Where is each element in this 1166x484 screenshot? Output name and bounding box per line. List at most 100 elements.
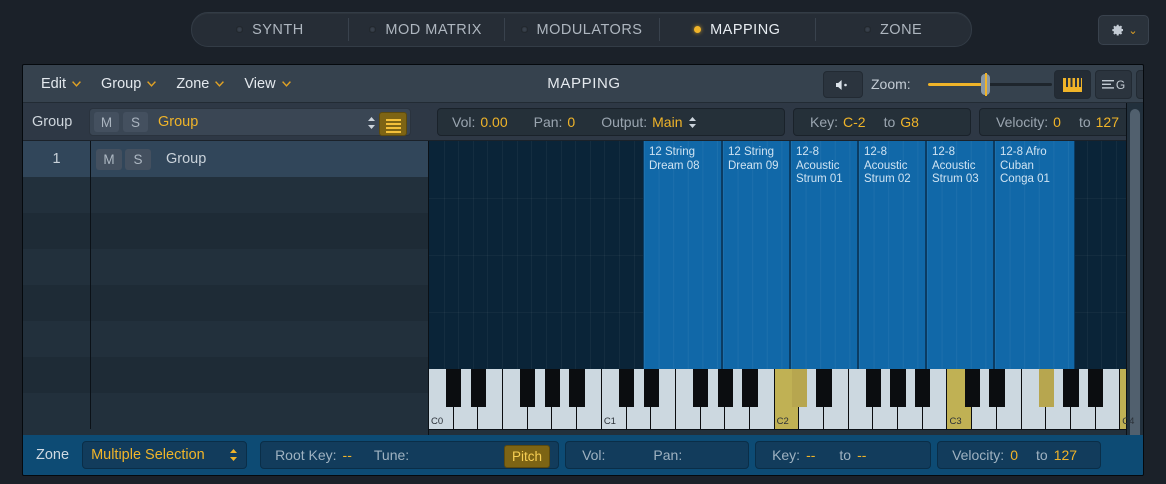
group-mix-params[interactable]: Vol: 0.00 Pan: 0 Output: Main bbox=[437, 108, 785, 136]
group-pan-value[interactable]: 0 bbox=[567, 114, 576, 130]
group-solo-button[interactable]: S bbox=[123, 112, 148, 132]
piano-black-key[interactable] bbox=[692, 369, 709, 407]
piano-black-key[interactable] bbox=[890, 369, 906, 407]
zone-velocity-range[interactable]: Velocity: 0 to 127 bbox=[937, 441, 1102, 469]
group-list-empty-row[interactable] bbox=[23, 321, 428, 357]
group-selector[interactable]: M S Group bbox=[89, 108, 411, 136]
zone-rect[interactable]: 12 String Dream 09 bbox=[722, 141, 790, 369]
group-row-body-empty[interactable] bbox=[91, 177, 428, 213]
zone-key-low[interactable]: Key: -- bbox=[772, 447, 815, 463]
piano-black-key[interactable] bbox=[446, 369, 462, 407]
piano-black-key[interactable] bbox=[964, 369, 980, 407]
zone-key-low-value[interactable]: -- bbox=[806, 447, 816, 463]
zone-grid[interactable]: 12 String Dream 08 12 String Dream 09 12-8… bbox=[429, 141, 1143, 435]
zone-velocity-high-value[interactable]: 127 bbox=[1053, 447, 1078, 463]
settings-button[interactable]: ⌄ bbox=[1098, 15, 1149, 45]
piano-black-key[interactable] bbox=[1038, 369, 1054, 407]
tab-mod-matrix[interactable]: MOD MATRIX bbox=[347, 13, 504, 46]
zone-root-key[interactable]: Root Key: -- bbox=[275, 447, 352, 463]
group-row-body-empty[interactable] bbox=[91, 213, 428, 249]
zone-tune[interactable]: Tune: bbox=[374, 447, 409, 463]
piano-black-key[interactable] bbox=[1087, 369, 1104, 407]
group-output[interactable]: Output: Main bbox=[601, 114, 696, 130]
piano-black-key[interactable] bbox=[816, 369, 832, 407]
group-velocity-low-value[interactable]: 0 bbox=[1053, 114, 1061, 130]
group-row-body-empty[interactable] bbox=[91, 249, 428, 285]
zone-key-high-value[interactable]: -- bbox=[857, 447, 867, 463]
group-row-name[interactable]: Group bbox=[166, 151, 207, 167]
group-list-row[interactable]: 1 M S Group bbox=[23, 141, 428, 177]
group-row-body[interactable]: M S Group bbox=[91, 141, 428, 177]
piano-black-key[interactable] bbox=[742, 369, 758, 407]
group-list-empty-row[interactable] bbox=[23, 213, 428, 249]
piano-black-key[interactable] bbox=[470, 369, 487, 407]
zone-root-key-value[interactable]: -- bbox=[342, 447, 352, 463]
piano-black-key[interactable] bbox=[544, 369, 561, 407]
zone-rect[interactable]: 12-8 Acoustic Strum 01 bbox=[790, 141, 858, 369]
view-zone-button[interactable]: Z bbox=[1136, 70, 1143, 99]
piano-black-key[interactable] bbox=[618, 369, 635, 407]
group-list-empty-row[interactable] bbox=[23, 249, 428, 285]
tab-modulators[interactable]: MODULATORS bbox=[503, 13, 660, 46]
group-list-empty-row[interactable] bbox=[23, 393, 428, 429]
zone-rect[interactable]: 12-8 Afro Cuban Conga 01 bbox=[994, 141, 1075, 369]
menu-zone[interactable]: Zone bbox=[166, 70, 234, 97]
group-key-low-value[interactable]: C-2 bbox=[843, 114, 866, 130]
horizontal-scrollbar[interactable] bbox=[429, 429, 1143, 435]
group-list-toggle-button[interactable] bbox=[379, 112, 407, 136]
zone-rect[interactable]: 12-8 Acoustic Strum 03 bbox=[926, 141, 994, 369]
view-group-button[interactable]: G bbox=[1095, 70, 1132, 99]
group-velocity-high-value[interactable]: 127 bbox=[1095, 114, 1119, 130]
zone-velocity-low[interactable]: Velocity: 0 bbox=[952, 447, 1018, 463]
group-row-body-empty[interactable] bbox=[91, 357, 428, 393]
group-list-empty-row[interactable] bbox=[23, 177, 428, 213]
group-row-solo-button[interactable]: S bbox=[125, 148, 151, 170]
group-stepper[interactable] bbox=[367, 115, 376, 134]
piano-black-key[interactable] bbox=[865, 369, 882, 407]
pitch-toggle-button[interactable]: Pitch bbox=[504, 445, 551, 468]
group-list-panel[interactable]: 1 M S Group bbox=[23, 141, 429, 435]
zone-root-tune-params[interactable]: Root Key: -- Tune: Pitch bbox=[260, 441, 560, 469]
stepper-arrows-icon[interactable] bbox=[688, 115, 697, 130]
piano-black-key[interactable] bbox=[520, 369, 536, 407]
piano-black-key[interactable] bbox=[989, 369, 1005, 407]
piano-black-key[interactable] bbox=[643, 369, 659, 407]
group-volume[interactable]: Vol: 0.00 bbox=[452, 114, 508, 130]
zone-key-high[interactable]: to -- bbox=[839, 447, 866, 463]
group-key-low[interactable]: Key: C-2 bbox=[810, 114, 866, 130]
menu-group[interactable]: Group bbox=[91, 70, 166, 97]
zoom-slider[interactable] bbox=[928, 73, 1052, 96]
group-velocity-high[interactable]: to 127 bbox=[1079, 114, 1119, 130]
zone-rect[interactable]: 12-8 Acoustic Strum 02 bbox=[858, 141, 926, 369]
zone-velocity-high[interactable]: to 127 bbox=[1036, 447, 1077, 463]
vertical-scrollbar-thumb[interactable] bbox=[1130, 109, 1140, 449]
mapping-editor-canvas[interactable]: 12 String Dream 08 12 String Dream 09 12-8… bbox=[429, 141, 1143, 435]
zone-rect[interactable]: 12 String Dream 08 bbox=[643, 141, 722, 369]
view-keyboard-button[interactable] bbox=[1054, 70, 1091, 99]
menu-edit[interactable]: Edit bbox=[31, 70, 91, 97]
piano-black-key[interactable] bbox=[915, 369, 931, 407]
piano-black-key[interactable] bbox=[791, 369, 807, 407]
group-name-value[interactable]: Group bbox=[158, 114, 199, 130]
group-row-mute-button[interactable]: M bbox=[96, 148, 122, 170]
group-row-body-empty[interactable] bbox=[91, 393, 428, 429]
group-key-high[interactable]: to G8 bbox=[884, 114, 919, 130]
group-velocity-range[interactable]: Velocity: 0 to 127 bbox=[979, 108, 1142, 136]
group-mute-button[interactable]: M bbox=[94, 112, 119, 132]
zone-selection-dropdown[interactable]: Multiple Selection bbox=[82, 441, 248, 469]
piano-black-key[interactable] bbox=[717, 369, 733, 407]
zone-mix-params[interactable]: Vol: Pan: bbox=[565, 441, 750, 469]
menu-view[interactable]: View bbox=[234, 70, 300, 97]
group-list-empty-row[interactable] bbox=[23, 357, 428, 393]
audition-speaker-button[interactable] bbox=[823, 71, 863, 98]
group-pan[interactable]: Pan: 0 bbox=[534, 114, 576, 130]
group-volume-value[interactable]: 0.00 bbox=[480, 114, 508, 130]
tab-mapping[interactable]: MAPPING bbox=[659, 13, 815, 46]
zoom-slider-knob[interactable] bbox=[981, 73, 990, 96]
group-key-high-value[interactable]: G8 bbox=[900, 114, 919, 130]
tab-synth[interactable]: SYNTH bbox=[192, 13, 348, 46]
group-velocity-low[interactable]: Velocity: 0 bbox=[996, 114, 1061, 130]
piano-black-key[interactable] bbox=[569, 369, 585, 407]
group-output-value[interactable]: Main bbox=[652, 114, 683, 130]
group-row-body-empty[interactable] bbox=[91, 321, 428, 357]
